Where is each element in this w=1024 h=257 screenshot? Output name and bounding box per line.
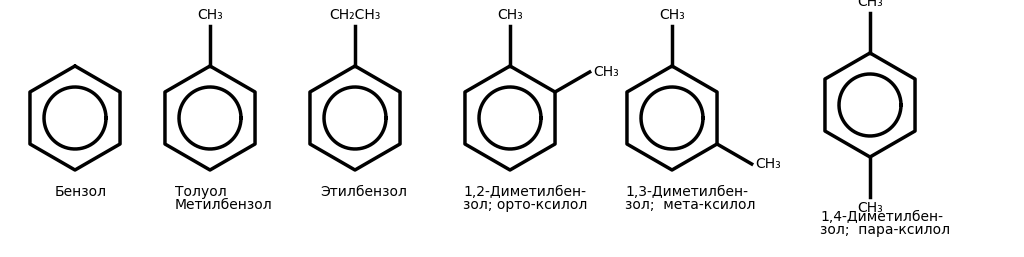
Text: Метилбензол: Метилбензол — [175, 198, 272, 212]
Text: Толуол: Толуол — [175, 185, 226, 199]
Text: CH₃: CH₃ — [198, 8, 223, 22]
Text: зол; орто-ксилол: зол; орто-ксилол — [463, 198, 588, 212]
Text: зол;  мета-ксилол: зол; мета-ксилол — [625, 198, 756, 212]
Text: Бензол: Бензол — [55, 185, 108, 199]
Text: CH₃: CH₃ — [756, 157, 781, 171]
Text: 1,4-Диметилбен-: 1,4-Диметилбен- — [820, 210, 943, 224]
Text: CH₃: CH₃ — [594, 65, 620, 79]
Text: CH₂CH₃: CH₂CH₃ — [330, 8, 381, 22]
Text: Этилбензол: Этилбензол — [319, 185, 407, 199]
Text: 1,3-Диметилбен-: 1,3-Диметилбен- — [625, 185, 748, 199]
Text: зол;  пара-ксилол: зол; пара-ксилол — [820, 223, 950, 237]
Text: CH₃: CH₃ — [497, 8, 523, 22]
Text: CH₃: CH₃ — [857, 0, 883, 9]
Text: CH₃: CH₃ — [857, 201, 883, 215]
Text: 1,2-Диметилбен-: 1,2-Диметилбен- — [463, 185, 586, 199]
Text: CH₃: CH₃ — [659, 8, 685, 22]
